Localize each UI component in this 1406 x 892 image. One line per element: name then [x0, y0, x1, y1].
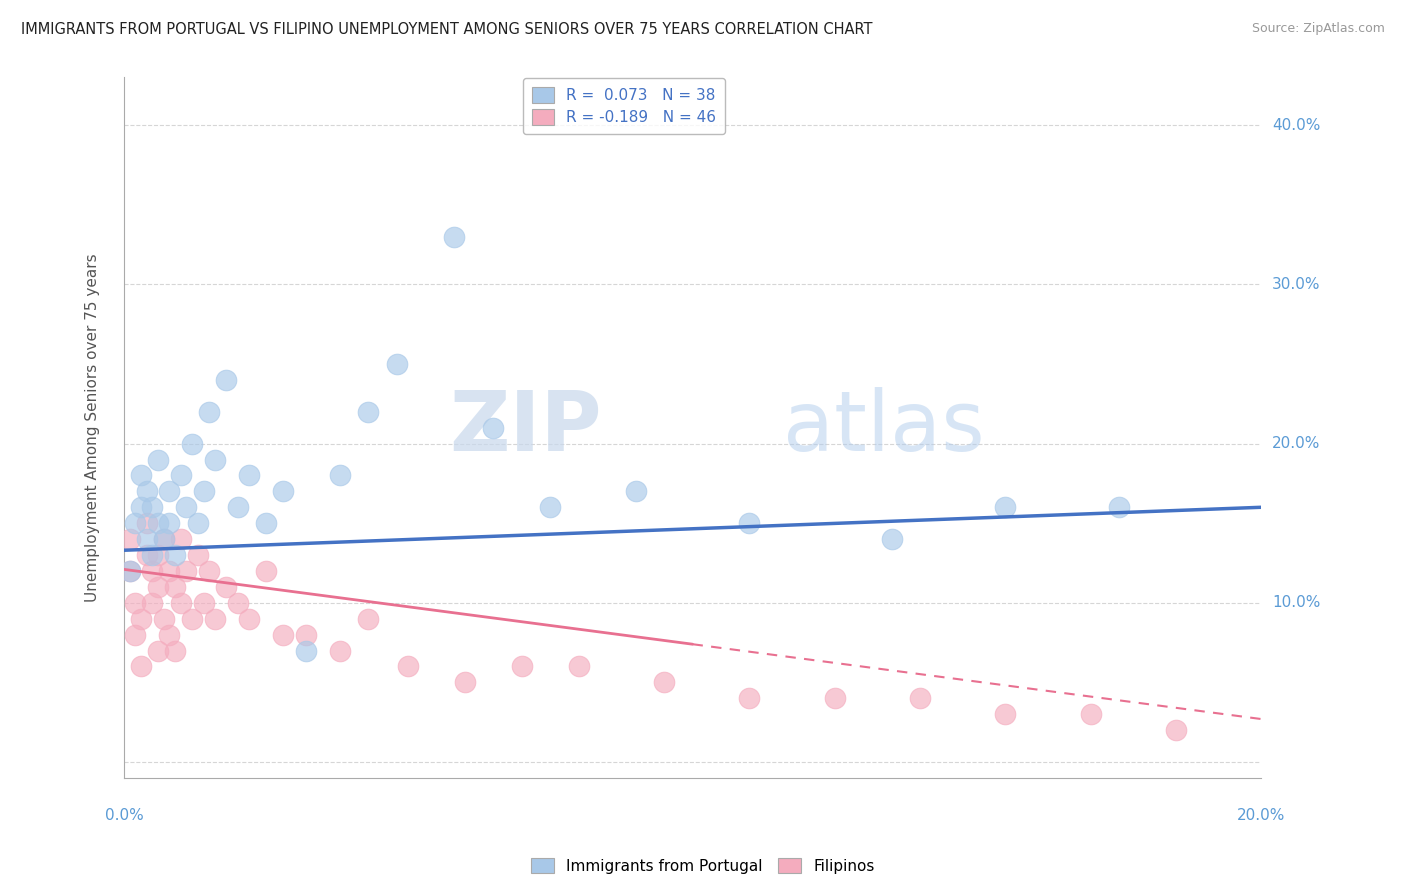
- Point: [880, 532, 903, 546]
- Point: [738, 516, 761, 531]
- Point: [118, 564, 141, 578]
- Point: [124, 596, 146, 610]
- Point: [357, 612, 380, 626]
- Point: [129, 659, 152, 673]
- Text: 20.0%: 20.0%: [1237, 808, 1285, 823]
- Point: [152, 532, 174, 546]
- Point: [152, 612, 174, 626]
- Point: [135, 548, 157, 562]
- Text: atlas: atlas: [783, 387, 986, 468]
- Point: [124, 627, 146, 641]
- Point: [624, 484, 647, 499]
- Point: [510, 659, 533, 673]
- Point: [146, 580, 169, 594]
- Point: [129, 612, 152, 626]
- Text: ZIP: ZIP: [449, 387, 602, 468]
- Point: [176, 564, 198, 578]
- Text: 0.0%: 0.0%: [104, 808, 143, 823]
- Point: [141, 564, 163, 578]
- Point: [170, 596, 193, 610]
- Point: [135, 484, 157, 499]
- Point: [443, 229, 465, 244]
- Point: [118, 564, 141, 578]
- Point: [482, 420, 505, 434]
- Point: [146, 643, 169, 657]
- Point: [1080, 707, 1102, 722]
- Point: [146, 452, 169, 467]
- Point: [738, 691, 761, 706]
- Point: [226, 500, 249, 515]
- Point: [538, 500, 561, 515]
- Point: [396, 659, 419, 673]
- Point: [908, 691, 931, 706]
- Point: [193, 596, 215, 610]
- Point: [254, 564, 277, 578]
- Point: [170, 468, 193, 483]
- Point: [135, 532, 157, 546]
- Y-axis label: Unemployment Among Seniors over 75 years: Unemployment Among Seniors over 75 years: [86, 253, 100, 602]
- Point: [824, 691, 846, 706]
- Point: [187, 516, 209, 531]
- Text: 20.0%: 20.0%: [1272, 436, 1320, 451]
- Point: [204, 452, 226, 467]
- Point: [152, 532, 174, 546]
- Point: [254, 516, 277, 531]
- Legend: R =  0.073   N = 38, R = -0.189   N = 46: R = 0.073 N = 38, R = -0.189 N = 46: [523, 78, 725, 135]
- Point: [176, 500, 198, 515]
- Point: [157, 516, 180, 531]
- Legend: Immigrants from Portugal, Filipinos: Immigrants from Portugal, Filipinos: [526, 852, 880, 880]
- Point: [181, 436, 204, 450]
- Point: [1108, 500, 1130, 515]
- Text: 30.0%: 30.0%: [1272, 277, 1320, 292]
- Point: [295, 643, 318, 657]
- Point: [454, 675, 477, 690]
- Point: [198, 564, 221, 578]
- Point: [118, 532, 141, 546]
- Point: [129, 500, 152, 515]
- Point: [1164, 723, 1187, 738]
- Point: [226, 596, 249, 610]
- Point: [271, 484, 294, 499]
- Point: [165, 643, 187, 657]
- Text: 10.0%: 10.0%: [1272, 595, 1320, 610]
- Point: [146, 548, 169, 562]
- Point: [157, 627, 180, 641]
- Point: [141, 500, 163, 515]
- Point: [994, 707, 1017, 722]
- Point: [215, 580, 238, 594]
- Point: [129, 468, 152, 483]
- Point: [124, 516, 146, 531]
- Point: [157, 484, 180, 499]
- Point: [141, 548, 163, 562]
- Point: [198, 405, 221, 419]
- Point: [994, 500, 1017, 515]
- Point: [141, 596, 163, 610]
- Point: [215, 373, 238, 387]
- Point: [165, 548, 187, 562]
- Point: [238, 612, 260, 626]
- Point: [568, 659, 591, 673]
- Point: [193, 484, 215, 499]
- Point: [652, 675, 675, 690]
- Point: [146, 516, 169, 531]
- Point: [329, 468, 352, 483]
- Text: IMMIGRANTS FROM PORTUGAL VS FILIPINO UNEMPLOYMENT AMONG SENIORS OVER 75 YEARS CO: IMMIGRANTS FROM PORTUGAL VS FILIPINO UNE…: [21, 22, 873, 37]
- Text: Source: ZipAtlas.com: Source: ZipAtlas.com: [1251, 22, 1385, 36]
- Point: [271, 627, 294, 641]
- Point: [385, 357, 408, 371]
- Point: [170, 532, 193, 546]
- Point: [295, 627, 318, 641]
- Point: [238, 468, 260, 483]
- Point: [157, 564, 180, 578]
- Point: [181, 612, 204, 626]
- Point: [329, 643, 352, 657]
- Point: [357, 405, 380, 419]
- Point: [187, 548, 209, 562]
- Point: [135, 516, 157, 531]
- Point: [165, 580, 187, 594]
- Point: [204, 612, 226, 626]
- Text: 40.0%: 40.0%: [1272, 118, 1320, 133]
